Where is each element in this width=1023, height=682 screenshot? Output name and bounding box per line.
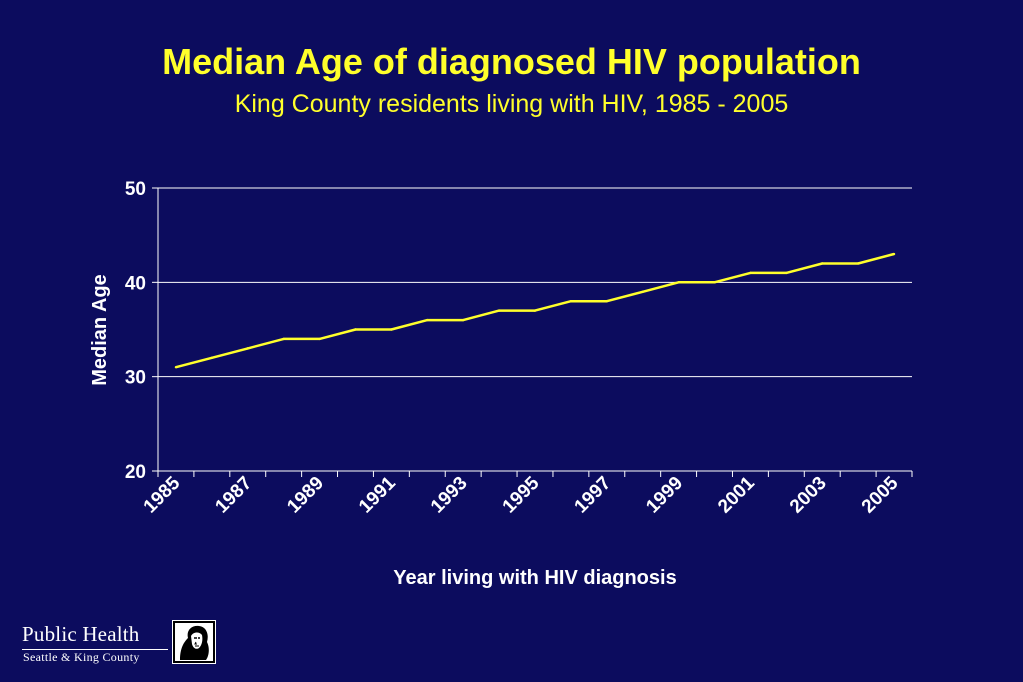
data-point-2002 <box>785 271 788 275</box>
x-tick-label-1991: 1991 <box>355 472 400 517</box>
data-point-1989 <box>318 337 321 341</box>
logo-divider <box>22 649 168 650</box>
axes <box>157 188 912 472</box>
data-point-2003 <box>821 262 824 265</box>
data-point-1997 <box>605 300 609 303</box>
data-point-2004 <box>856 262 860 265</box>
data-point-1995 <box>533 309 537 312</box>
logo-name: Public Health <box>22 622 140 646</box>
portrait-icon <box>172 620 216 664</box>
y-ticks: 20 30 40 50 <box>125 179 158 483</box>
data-point-1986 <box>210 356 214 359</box>
public-health-logo: Public Health Seattle & King County <box>22 620 218 668</box>
data-point-1990 <box>354 328 357 331</box>
gridlines <box>158 187 912 378</box>
data-point-1988 <box>282 337 285 341</box>
y-axis-title: Median Age <box>89 274 111 386</box>
y-tick-label-50: 50 <box>125 179 146 200</box>
slide-title: Median Age of diagnosed HIV population <box>162 41 861 82</box>
x-tick-label-2001: 2001 <box>714 472 759 517</box>
x-tick-label-1989: 1989 <box>283 473 328 518</box>
data-point-1999 <box>677 281 680 284</box>
data-point-1992 <box>426 318 429 322</box>
series <box>174 252 896 369</box>
data-point-1996 <box>569 300 573 303</box>
data-point-1987 <box>246 347 249 350</box>
y-tick-label-30: 30 <box>125 368 146 389</box>
x-tick-label-1985: 1985 <box>140 472 185 517</box>
data-point-1985 <box>174 366 178 369</box>
x-tick-label-2003: 2003 <box>786 473 831 518</box>
x-ticks: 1985 1987 1989 1991 1993 1995 1997 1999 2001 2003… <box>140 471 913 518</box>
x-tick-label-1987: 1987 <box>211 473 256 518</box>
x-tick-label-1995: 1995 <box>499 472 544 517</box>
logo-org: Seattle & King County <box>23 650 140 664</box>
x-tick-label-1993: 1993 <box>427 473 472 518</box>
data-point-2000 <box>713 281 716 284</box>
y-tick-label-20: 20 <box>125 462 146 483</box>
data-point-1994 <box>497 309 501 312</box>
x-axis-title: Year living with HIV diagnosis <box>393 567 676 589</box>
y-tick-label-40: 40 <box>125 273 146 294</box>
x-tick-label-2005: 2005 <box>858 472 903 517</box>
x-tick-label-1997: 1997 <box>571 473 616 518</box>
data-point-1993 <box>461 318 465 322</box>
data-point-2005 <box>892 252 896 256</box>
slide-subtitle: King County residents living with HIV, 1… <box>234 90 789 118</box>
data-point-1998 <box>641 290 644 293</box>
data-point-2001 <box>749 271 752 275</box>
x-tick-label-1999: 1999 <box>642 473 687 518</box>
data-point-1991 <box>390 328 393 331</box>
